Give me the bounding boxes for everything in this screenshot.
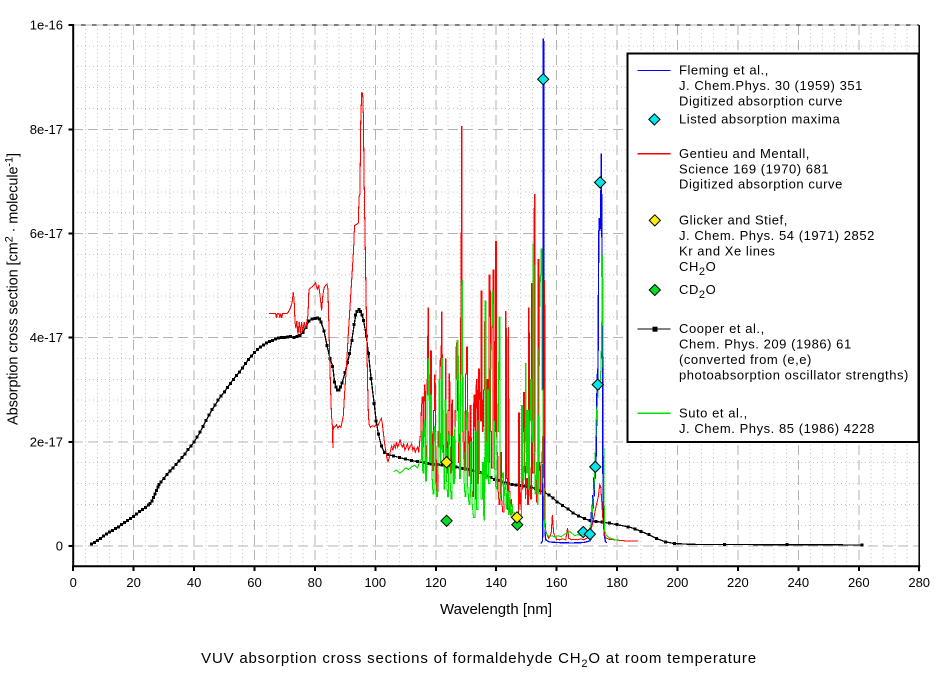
svg-text:Digitized absorption curve: Digitized absorption curve xyxy=(679,94,843,109)
svg-text:1e-16: 1e-16 xyxy=(30,18,63,33)
svg-text:0: 0 xyxy=(56,539,63,554)
svg-text:Science 169 (1970) 681: Science 169 (1970) 681 xyxy=(679,161,829,176)
svg-text:J. Chem.Phys. 30 (1959) 351: J. Chem.Phys. 30 (1959) 351 xyxy=(679,78,863,93)
svg-text:60: 60 xyxy=(247,575,261,590)
svg-text:Suto et al.,: Suto et al., xyxy=(679,405,748,420)
svg-text:Cooper et al.,: Cooper et al., xyxy=(679,321,765,336)
svg-text:J. Chem. Phys. 54 (1971) 2852: J. Chem. Phys. 54 (1971) 2852 xyxy=(679,228,875,243)
svg-text:6e-17: 6e-17 xyxy=(30,226,63,241)
svg-text:Digitized absorption curve: Digitized absorption curve xyxy=(679,177,843,192)
svg-text:Glicker and Stief,: Glicker and Stief, xyxy=(679,212,788,227)
svg-text:200: 200 xyxy=(667,575,689,590)
svg-text:Listed absorption maxima: Listed absorption maxima xyxy=(679,111,841,126)
svg-text:40: 40 xyxy=(187,575,201,590)
svg-text:8e-17: 8e-17 xyxy=(30,122,63,137)
svg-text:CD2O: CD2O xyxy=(679,282,716,301)
svg-text:J. Chem. Phys. 85 (1986) 4228: J. Chem. Phys. 85 (1986) 4228 xyxy=(679,421,875,436)
svg-text:(converted from (e,e): (converted from (e,e) xyxy=(679,352,812,367)
svg-text:4e-17: 4e-17 xyxy=(30,330,63,345)
svg-text:VUV absorption cross sections: VUV absorption cross sections of formald… xyxy=(201,650,757,670)
svg-text:120: 120 xyxy=(425,575,447,590)
svg-text:240: 240 xyxy=(787,575,809,590)
svg-text:20: 20 xyxy=(126,575,140,590)
svg-text:Absorption cross section [cm2: Absorption cross section [cm2 · molecule… xyxy=(4,153,22,425)
svg-text:Fleming et al.,: Fleming et al., xyxy=(679,63,769,78)
svg-text:280: 280 xyxy=(908,575,930,590)
svg-text:Chem. Phys. 209 (1986) 61: Chem. Phys. 209 (1986) 61 xyxy=(679,337,852,352)
svg-text:220: 220 xyxy=(727,575,749,590)
svg-text:CH2O: CH2O xyxy=(679,259,716,278)
svg-text:Kr and Xe lines: Kr and Xe lines xyxy=(679,243,775,258)
svg-text:2e-17: 2e-17 xyxy=(30,434,63,449)
svg-text:140: 140 xyxy=(485,575,507,590)
svg-text:0: 0 xyxy=(70,575,77,590)
svg-text:100: 100 xyxy=(364,575,386,590)
svg-text:photoabsorption oscillator str: photoabsorption oscillator strengths) xyxy=(679,368,909,383)
svg-text:Wavelength [nm]: Wavelength [nm] xyxy=(440,601,552,618)
svg-text:Gentieu and Mentall,: Gentieu and Mentall, xyxy=(679,146,810,161)
svg-text:260: 260 xyxy=(848,575,870,590)
svg-text:160: 160 xyxy=(546,575,568,590)
svg-text:180: 180 xyxy=(606,575,628,590)
svg-text:80: 80 xyxy=(308,575,322,590)
